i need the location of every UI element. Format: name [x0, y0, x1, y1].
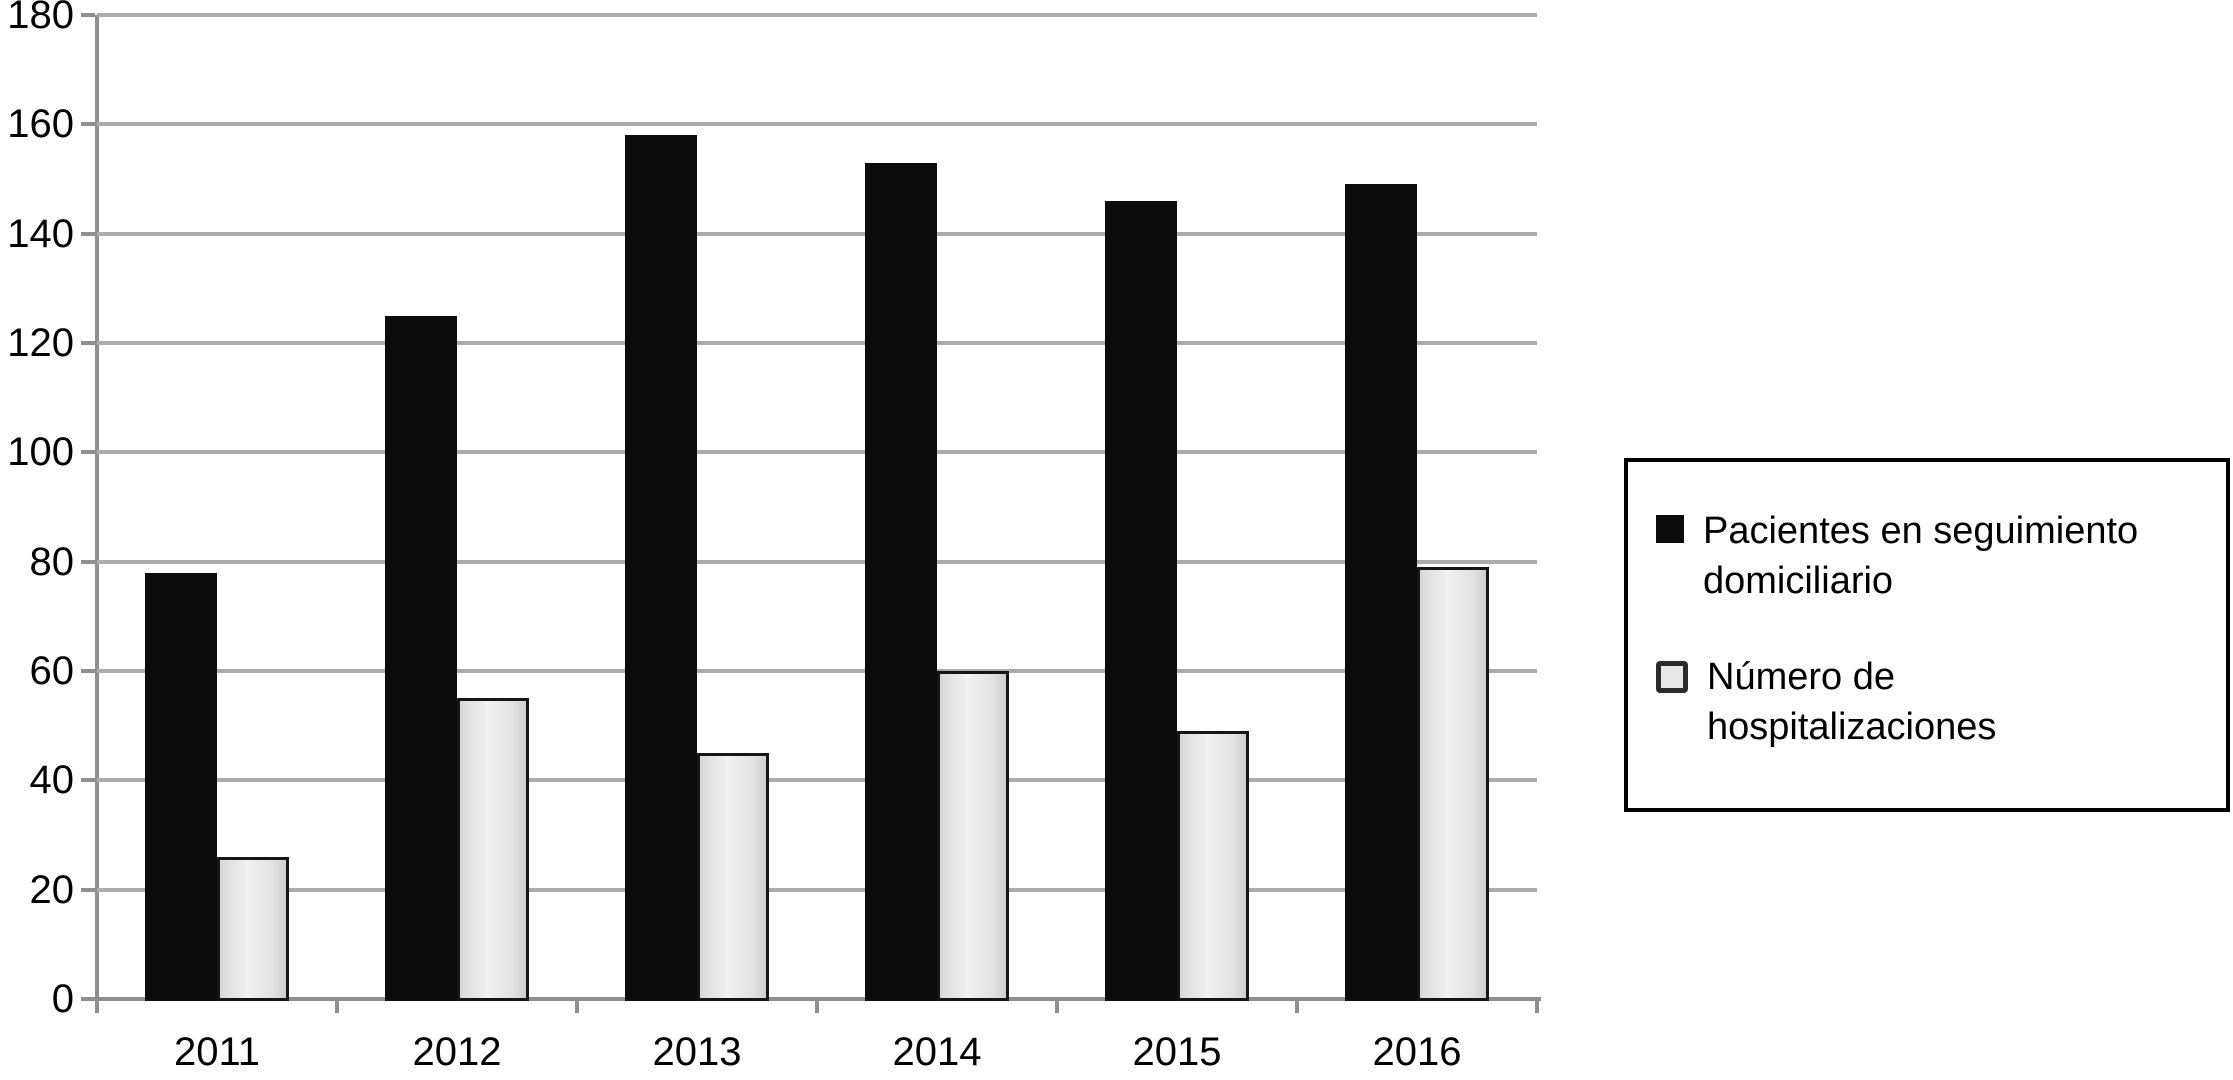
- bar-pacientes-2013: [625, 135, 697, 1001]
- x-tick-2: [575, 999, 579, 1013]
- legend-label-hospitalizaciones: Número de hospitalizaciones: [1707, 656, 1997, 748]
- y-tick-80: [81, 559, 95, 564]
- bar-hospitalizaciones-2014: [937, 671, 1009, 1001]
- bar-pacientes-2015: [1105, 200, 1177, 1001]
- bar-pacientes-2012: [385, 315, 457, 1001]
- y-tick-180: [81, 13, 95, 17]
- black-square-icon: [1656, 515, 1684, 543]
- y-tick-20: [81, 887, 95, 892]
- y-tick-120: [81, 341, 95, 345]
- y-axis-label-180: 180: [7, 0, 74, 37]
- gridline-y-120: [97, 341, 1537, 345]
- legend-label-pacientes: Pacientes en seguimiento domiciliario: [1703, 510, 2139, 602]
- x-axis-label-2012: 2012: [412, 1030, 502, 1074]
- y-tick-160: [81, 122, 95, 127]
- chart-legend: Pacientes en seguimiento domiciliario Nú…: [1624, 458, 2230, 812]
- x-axis-label-2015: 2015: [1132, 1030, 1222, 1074]
- bar-hospitalizaciones-2012: [457, 698, 529, 1001]
- legend-entry-pacientes: Pacientes en seguimiento domiciliario: [1656, 506, 2198, 606]
- gridline-y-140: [97, 231, 1537, 236]
- y-tick-0: [81, 997, 95, 1001]
- y-tick-140: [81, 231, 95, 236]
- y-axis-line: [95, 15, 99, 1013]
- y-axis-label-20: 20: [29, 867, 75, 912]
- y-axis-label-60: 60: [29, 649, 75, 693]
- y-tick-40: [81, 778, 95, 783]
- y-axis-label-0: 0: [51, 977, 74, 1021]
- gridline-y-180: [97, 13, 1537, 17]
- x-axis-line: [97, 997, 1541, 1001]
- x-axis-label-2011: 2011: [173, 1030, 260, 1074]
- gridline-y-40: [97, 778, 1537, 783]
- bar-hospitalizaciones-2013: [697, 753, 769, 1001]
- y-tick-100: [81, 450, 95, 455]
- bar-hospitalizaciones-2015: [1177, 731, 1249, 1001]
- bar-pacientes-2014: [865, 162, 937, 1001]
- y-axis-label-80: 80: [29, 539, 75, 584]
- x-axis-label-2013: 2013: [652, 1030, 742, 1074]
- x-tick-3: [815, 999, 819, 1013]
- x-tick-1: [335, 999, 339, 1013]
- x-axis-label-2016: 2016: [1372, 1030, 1462, 1074]
- bar-pacientes-2016: [1345, 184, 1417, 1001]
- gray-square-icon: [1656, 661, 1688, 693]
- x-tick-4: [1055, 999, 1059, 1013]
- bar-hospitalizaciones-2011: [217, 856, 289, 1001]
- y-axis-label-40: 40: [29, 758, 75, 803]
- y-axis-label-140: 140: [7, 211, 74, 256]
- y-axis-label-100: 100: [7, 430, 74, 475]
- y-axis-label-160: 160: [7, 102, 74, 147]
- gridline-y-160: [97, 122, 1537, 127]
- x-tick-5: [1295, 999, 1299, 1013]
- x-axis-label-2014: 2014: [892, 1030, 982, 1074]
- x-tick-0: [95, 999, 99, 1013]
- y-axis-label-120: 120: [7, 321, 74, 365]
- y-tick-60: [81, 669, 95, 673]
- bar-hospitalizaciones-2016: [1417, 567, 1489, 1001]
- gridline-y-60: [97, 669, 1537, 673]
- x-tick-6: [1535, 999, 1539, 1013]
- gridline-y-80: [97, 559, 1537, 564]
- gridline-y-100: [97, 450, 1537, 455]
- bar-pacientes-2011: [145, 572, 217, 1001]
- gridline-y-20: [97, 887, 1537, 892]
- legend-entry-hospitalizaciones: Número de hospitalizaciones: [1656, 652, 2198, 752]
